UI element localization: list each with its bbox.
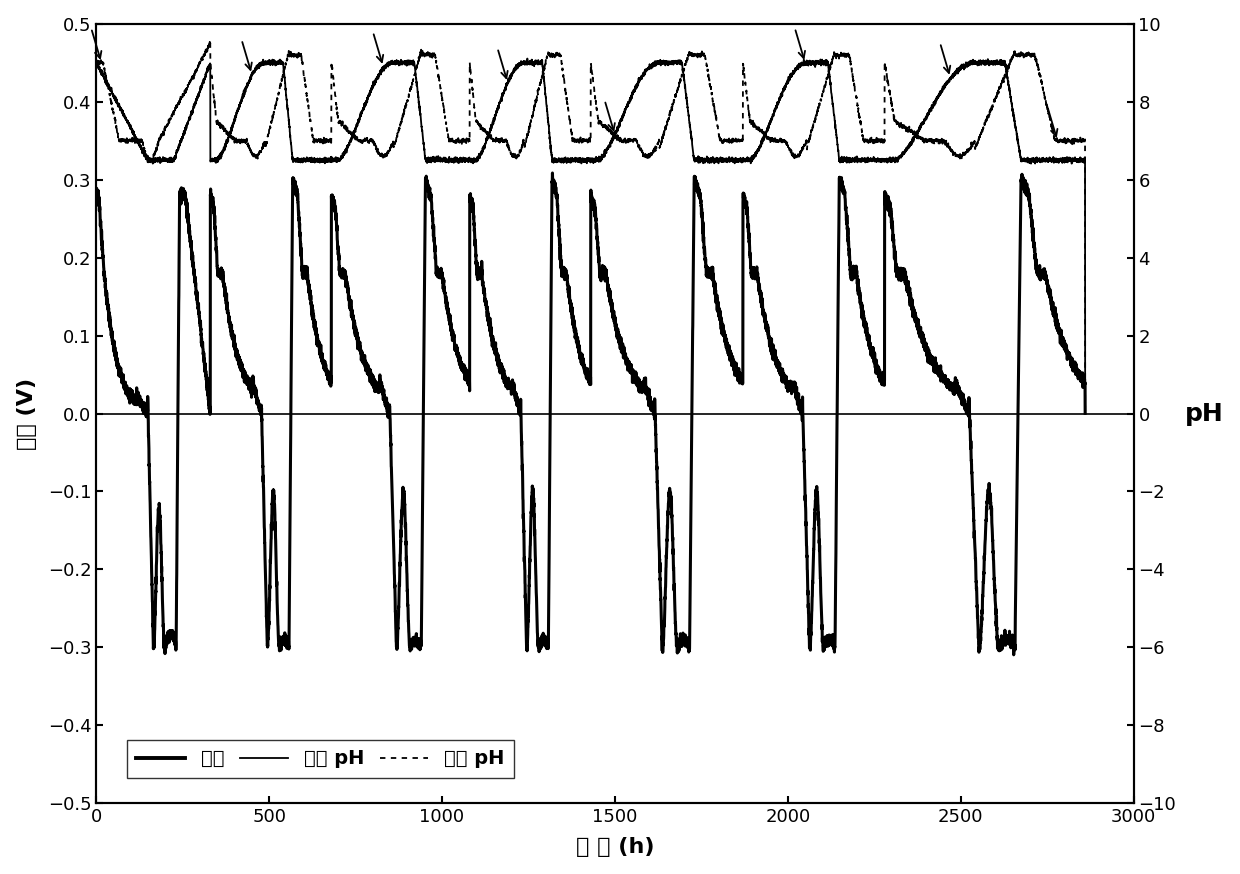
Y-axis label: pH: pH [1184, 401, 1224, 426]
X-axis label: 时 间 (h): 时 间 (h) [575, 837, 655, 857]
Legend: 电压, 阳极 pH, 阴极 pH: 电压, 阳极 pH, 阴极 pH [126, 739, 515, 778]
Y-axis label: 电压 (V): 电压 (V) [16, 378, 37, 449]
